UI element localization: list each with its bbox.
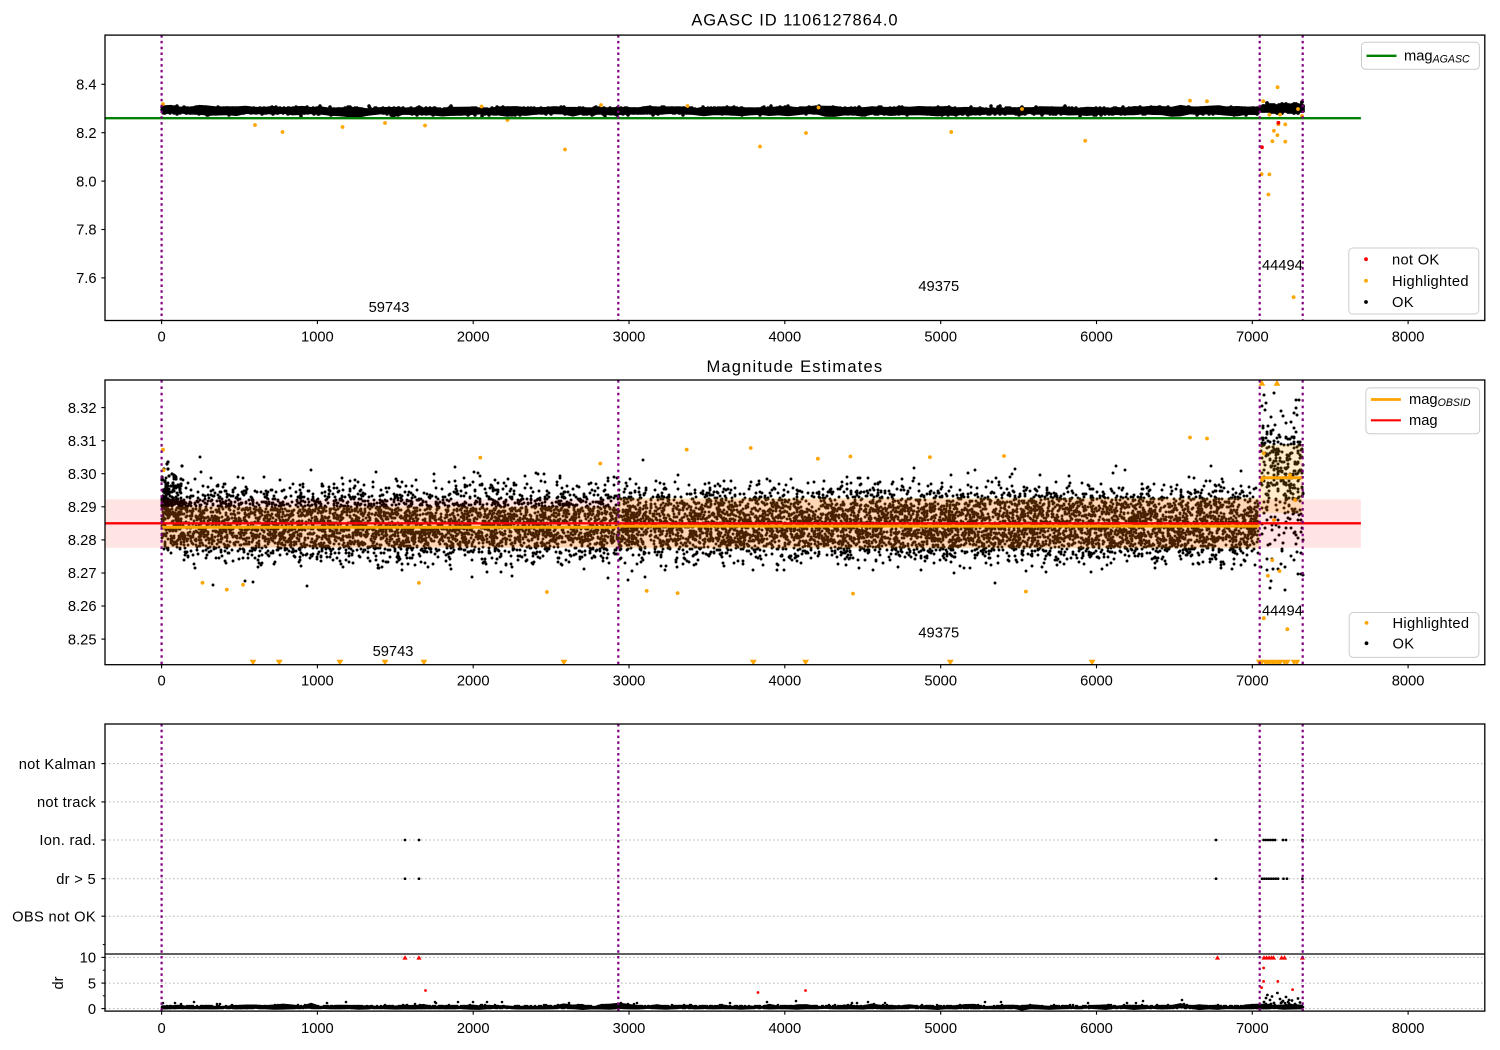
svg-text:4000: 4000 <box>768 330 801 346</box>
svg-text:44494: 44494 <box>1262 258 1303 274</box>
svg-text:59743: 59743 <box>369 300 410 316</box>
svg-text:10: 10 <box>80 951 96 967</box>
svg-text:8.30: 8.30 <box>68 467 97 483</box>
svg-text:OK: OK <box>1392 295 1414 311</box>
svg-text:8000: 8000 <box>1392 1021 1425 1037</box>
svg-text:49375: 49375 <box>918 279 959 295</box>
svg-text:8.31: 8.31 <box>68 434 97 450</box>
svg-text:44494: 44494 <box>1262 604 1303 620</box>
svg-text:2000: 2000 <box>457 674 490 690</box>
svg-text:0: 0 <box>158 1021 166 1037</box>
svg-text:magOBSID: magOBSID <box>1409 392 1471 409</box>
svg-text:Magnitude Estimates: Magnitude Estimates <box>706 358 883 376</box>
svg-text:0: 0 <box>88 1002 96 1018</box>
svg-text:8.4: 8.4 <box>76 78 96 94</box>
svg-text:8.27: 8.27 <box>68 566 97 582</box>
svg-text:6000: 6000 <box>1080 330 1113 346</box>
svg-text:6000: 6000 <box>1080 674 1113 690</box>
svg-text:8000: 8000 <box>1392 330 1425 346</box>
svg-text:8.26: 8.26 <box>68 599 97 615</box>
svg-text:dr > 5: dr > 5 <box>56 872 96 888</box>
svg-text:dr: dr <box>51 976 67 989</box>
svg-text:59743: 59743 <box>373 644 414 660</box>
svg-text:3000: 3000 <box>613 1021 646 1037</box>
svg-text:3000: 3000 <box>613 330 646 346</box>
svg-text:8.28: 8.28 <box>68 533 97 549</box>
svg-text:1000: 1000 <box>301 674 334 690</box>
svg-text:7000: 7000 <box>1236 330 1269 346</box>
svg-text:8.29: 8.29 <box>68 500 97 516</box>
svg-text:8.2: 8.2 <box>76 126 96 142</box>
svg-text:mag: mag <box>1409 413 1438 429</box>
svg-text:7.6: 7.6 <box>76 271 96 287</box>
svg-text:4000: 4000 <box>768 674 801 690</box>
svg-text:OBS not OK: OBS not OK <box>12 909 96 925</box>
svg-text:not OK: not OK <box>1392 252 1440 268</box>
svg-text:magAGASC: magAGASC <box>1404 48 1470 65</box>
svg-text:0: 0 <box>158 674 166 690</box>
svg-text:6000: 6000 <box>1080 1021 1113 1037</box>
svg-text:2000: 2000 <box>457 330 490 346</box>
svg-text:8.25: 8.25 <box>68 632 97 648</box>
svg-text:not track: not track <box>37 795 96 811</box>
svg-text:5000: 5000 <box>924 674 957 690</box>
svg-text:1000: 1000 <box>301 1021 334 1037</box>
svg-text:8.0: 8.0 <box>76 174 96 190</box>
svg-text:8.32: 8.32 <box>68 401 97 417</box>
svg-text:not Kalman: not Kalman <box>19 757 96 773</box>
svg-text:5000: 5000 <box>924 330 957 346</box>
svg-text:1000: 1000 <box>301 330 334 346</box>
svg-text:4000: 4000 <box>768 1021 801 1037</box>
svg-text:Highlighted: Highlighted <box>1392 274 1469 290</box>
svg-text:Ion. rad.: Ion. rad. <box>39 833 96 849</box>
svg-text:5: 5 <box>88 976 96 992</box>
svg-text:8000: 8000 <box>1392 674 1425 690</box>
svg-text:3000: 3000 <box>613 674 646 690</box>
svg-text:0: 0 <box>158 330 166 346</box>
svg-text:OK: OK <box>1393 637 1415 653</box>
svg-text:AGASC ID 1106127864.0: AGASC ID 1106127864.0 <box>691 12 898 30</box>
svg-text:2000: 2000 <box>457 1021 490 1037</box>
svg-text:7.8: 7.8 <box>76 223 96 239</box>
svg-text:7000: 7000 <box>1236 1021 1269 1037</box>
svg-text:5000: 5000 <box>924 1021 957 1037</box>
svg-text:49375: 49375 <box>918 626 959 642</box>
svg-text:7000: 7000 <box>1236 674 1269 690</box>
svg-text:Highlighted: Highlighted <box>1393 616 1470 632</box>
